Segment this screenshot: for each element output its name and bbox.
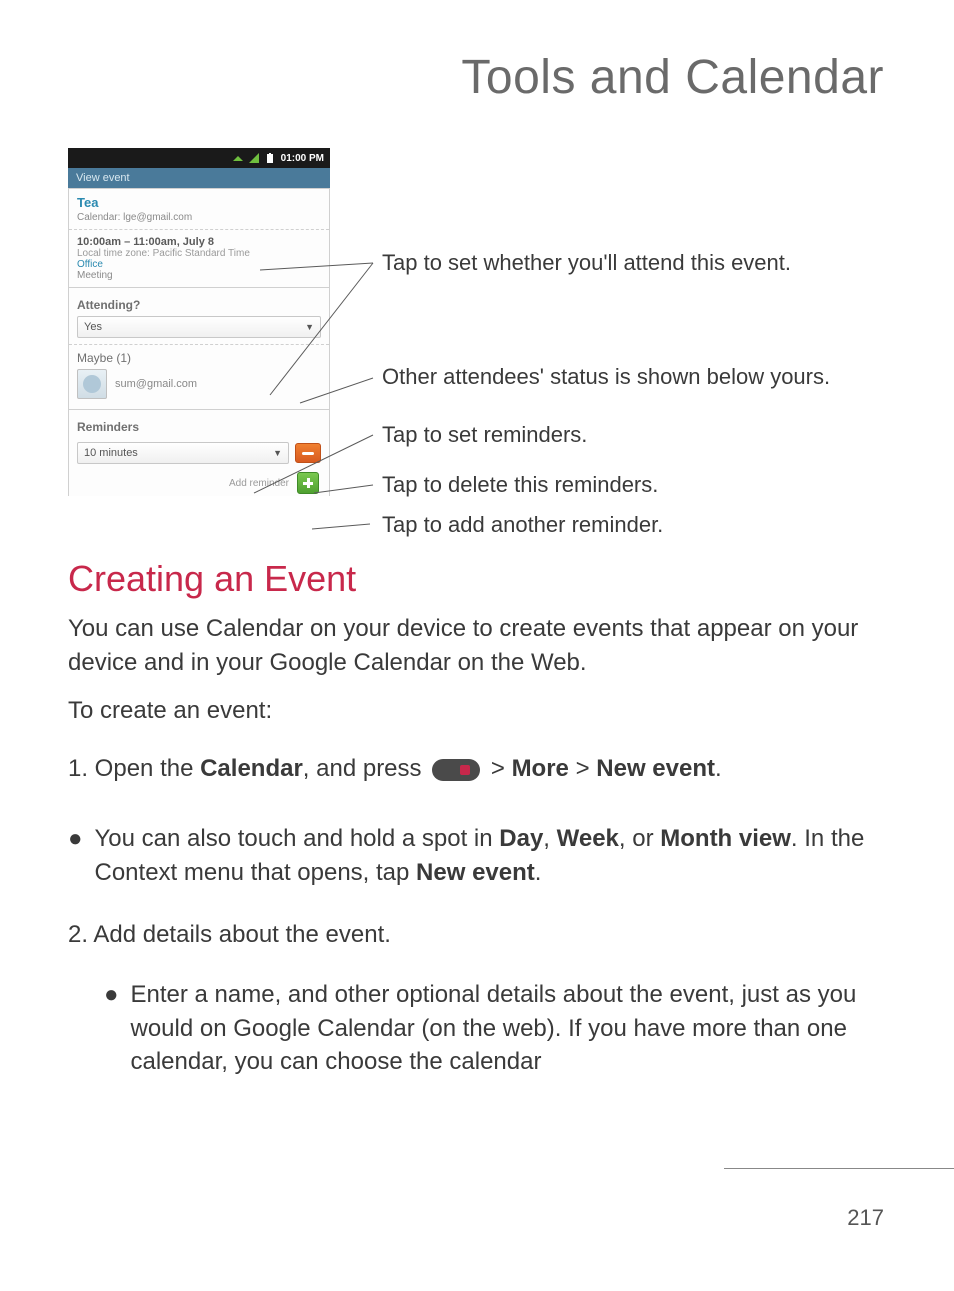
step1-text-a: 1. Open the xyxy=(68,755,200,782)
bullet-icon: ● xyxy=(104,978,119,1079)
section-heading: Creating an Event xyxy=(68,558,356,600)
b1-e: , or xyxy=(619,825,660,852)
step1-text-c: , and press xyxy=(303,755,428,782)
step1-bold-newevent: New event xyxy=(596,755,715,782)
bullet-2: ● Enter a name, and other optional detai… xyxy=(68,978,886,1079)
bullet-icon: ● xyxy=(68,822,83,889)
b1-c: , xyxy=(543,825,556,852)
b1-i: . xyxy=(535,859,542,886)
intro-paragraph: You can use Calendar on your device to c… xyxy=(68,612,886,679)
step1-sep1: > xyxy=(484,755,511,782)
callout-5: Tap to add another reminder. xyxy=(382,512,663,538)
callout-4: Tap to delete this reminders. xyxy=(382,472,658,498)
subheading: To create an event: xyxy=(68,694,886,728)
step-1: 1. Open the Calendar, and press > More >… xyxy=(68,752,886,786)
callout-3: Tap to set reminders. xyxy=(382,422,587,448)
page-number: 217 xyxy=(847,1205,884,1231)
step1-period: . xyxy=(715,755,722,782)
menu-key-icon xyxy=(432,759,480,781)
b1-newevent: New event xyxy=(416,859,535,886)
b1-month: Month view xyxy=(660,825,791,852)
step-2: 2. Add details about the event. xyxy=(68,918,886,952)
bullet2-text: Enter a name, and other optional details… xyxy=(131,978,887,1079)
b1-week: Week xyxy=(557,825,619,852)
callout-1: Tap to set whether you'll attend this ev… xyxy=(382,250,791,276)
footer-rule xyxy=(724,1168,954,1169)
step1-bold-calendar: Calendar xyxy=(200,755,303,782)
b1-a: You can also touch and hold a spot in xyxy=(95,825,500,852)
b1-day: Day xyxy=(499,825,543,852)
bullet-1: ● You can also touch and hold a spot in … xyxy=(68,822,886,889)
step1-sep2: > xyxy=(569,755,596,782)
callout-2: Other attendees' status is shown below y… xyxy=(382,364,830,390)
step1-bold-more: More xyxy=(512,755,569,782)
